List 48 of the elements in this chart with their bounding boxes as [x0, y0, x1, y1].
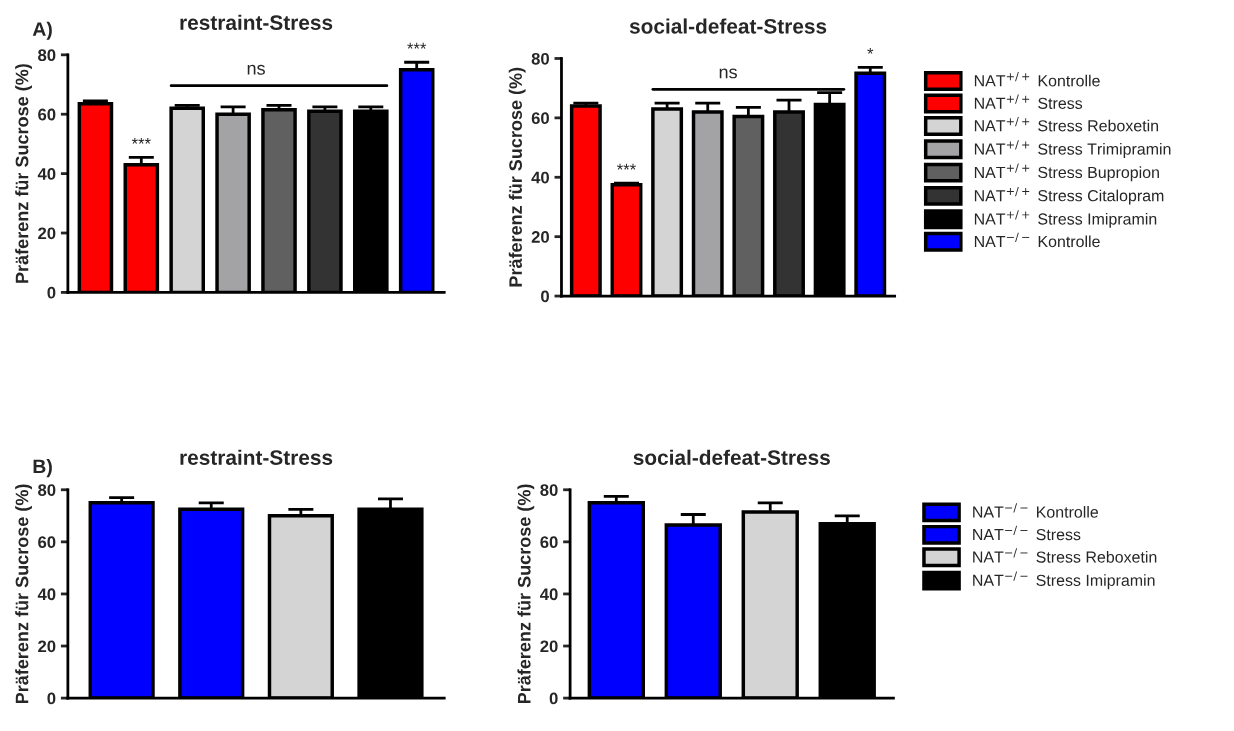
text: B) [33, 459, 52, 478]
y-tick-label: 20 [540, 640, 558, 653]
y-tick-label: 0 [47, 692, 56, 705]
legend-label: NAT$^{−/−}$ Kontrolle [973, 503, 1099, 518]
legend-label: NAT$^{+/+}$ Stress Reboxetin [974, 117, 1159, 132]
legend-label: NAT$^{+/+}$ Stress Citalopram [974, 186, 1164, 205]
y-tick-label: 0 [541, 290, 549, 303]
legend-label: NAT$^{−/−}$ Kontrolle [974, 232, 1100, 248]
y-axis-title: Präferenz für Sucrose (%) [15, 484, 32, 704]
annotation: ns [719, 68, 737, 79]
y-tick-label: 60 [540, 536, 558, 549]
data-label: *** [617, 163, 636, 170]
y-tick-label: 40 [540, 588, 558, 601]
y-tick-label: 60 [38, 108, 56, 121]
data-label: *** [131, 137, 151, 144]
chart-title: restraint-Stress [180, 14, 333, 31]
annotation: ns [247, 64, 265, 75]
legend-label: NAT$^{+/+}$ Stress [974, 94, 1083, 109]
legend-label: NAT$^{−/−}$ Stress Imipramin [973, 571, 1155, 590]
legend-label: NAT$^{−/−}$ Stress Reboxetin [973, 548, 1157, 563]
y-tick-label: 20 [38, 227, 56, 240]
legend-label: NAT$^{+/+}$ Kontrolle [974, 72, 1100, 87]
y-tick-label: 80 [38, 49, 56, 62]
y-tick-label: 60 [38, 536, 56, 549]
y-tick-label: 40 [37, 168, 56, 180]
text: A) [32, 21, 52, 40]
legend-label: NAT$^{+/+}$ Stress Imipramin [974, 210, 1157, 228]
chart-title: social-defeat-Stress [633, 449, 830, 465]
y-axis-title: Präferenz für Sucrose (%) [508, 67, 526, 287]
data-label: * [867, 48, 874, 54]
y-tick-label: 20 [38, 640, 56, 653]
y-axis-title: Präferenz für Sucrose (%) [517, 484, 535, 704]
y-tick-label: 60 [531, 112, 549, 125]
legend-label: NAT$^{−/−}$ Stress [973, 525, 1081, 541]
y-tick-label: 20 [531, 231, 549, 243]
legend-label: NAT$^{+/+}$ Stress Bupropion [974, 163, 1159, 182]
y-tick-label: 40 [531, 171, 549, 184]
y-tick-label: 80 [531, 52, 549, 65]
y-tick-label: 0 [549, 692, 558, 705]
y-tick-label: 80 [38, 484, 56, 496]
y-axis-title: Präferenz für Sucrose (%) [15, 64, 32, 283]
data-label: *** [407, 42, 427, 49]
chart-title: social-defeat-Stress [629, 18, 827, 34]
y-tick-label: 0 [47, 286, 56, 299]
legend-label: NAT$^{+/+}$ Stress Trimipramin [974, 140, 1171, 158]
y-tick-label: 40 [37, 588, 56, 601]
y-tick-label: 80 [540, 484, 558, 496]
chart-title: restraint-Stress [180, 449, 333, 465]
